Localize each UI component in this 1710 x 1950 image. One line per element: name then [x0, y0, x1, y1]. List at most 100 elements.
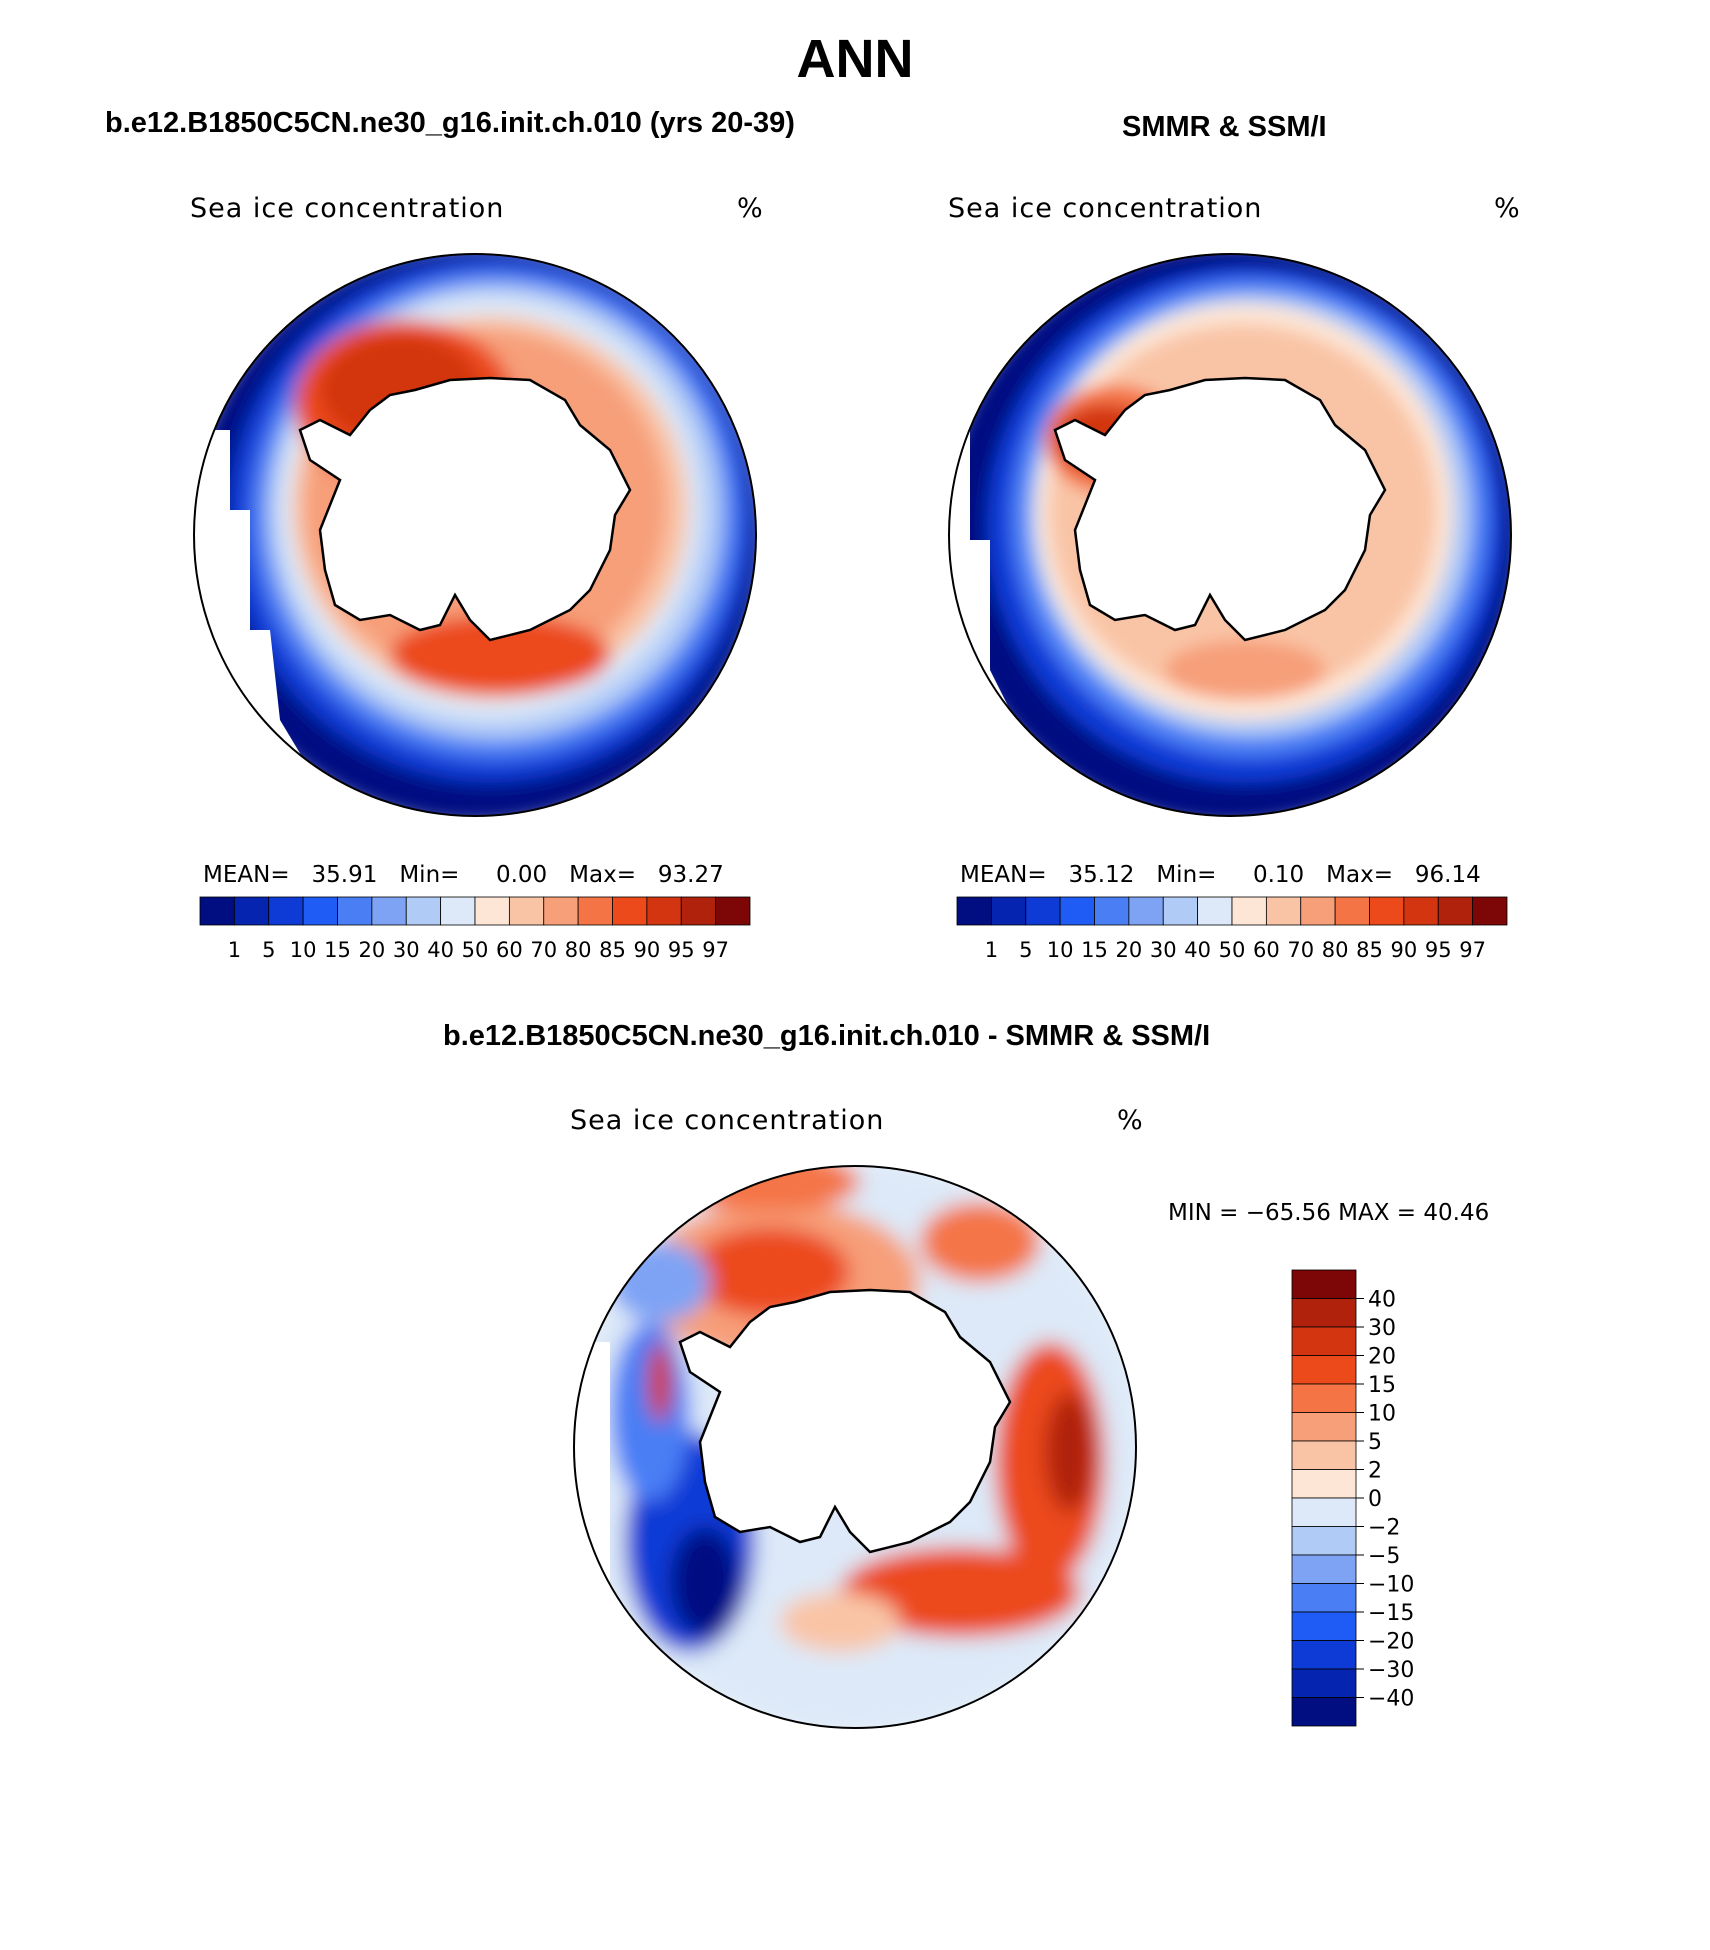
- colorbar-tick-label: 40: [1184, 938, 1211, 962]
- colorbar-swatch: [1291, 1668, 1357, 1698]
- colorbar-tick-label: 30: [393, 938, 420, 962]
- colorbar-tick-label: 70: [530, 938, 557, 962]
- colorbar-swatch: [715, 896, 751, 926]
- colorbar-swatch: [1291, 1269, 1357, 1299]
- diff-panel-title: b.e12.B1850C5CN.ne30_g16.init.ch.010 - S…: [443, 1020, 1211, 1052]
- colorbar-swatch: [1291, 1640, 1357, 1670]
- colorbar-swatch: [1059, 896, 1095, 926]
- colorbar-tick-label: 90: [634, 938, 661, 962]
- right-colorbar: 1 5 10 15 20 30 40 50 60 70 80 85 90 95 97: [956, 896, 1508, 962]
- colorbar-tick-label: −20: [1368, 1630, 1414, 1655]
- colorbar-swatch: [1291, 1412, 1357, 1442]
- colorbar-tick-label: 80: [565, 938, 592, 962]
- colorbar-tick-label: 0: [1368, 1487, 1382, 1512]
- colorbar-tick-label: 95: [668, 938, 695, 962]
- left-map: [193, 253, 757, 817]
- colorbar-tick-label: 20: [359, 938, 386, 962]
- colorbar-tick-label: 95: [1425, 938, 1452, 962]
- right-panel-title: SMMR & SSM/I: [1122, 111, 1327, 143]
- left-mean-value: 35.91: [311, 862, 378, 888]
- colorbar-tick-label: 85: [599, 938, 626, 962]
- colorbar-swatch: [302, 896, 338, 926]
- colorbar-swatch: [956, 896, 992, 926]
- left-max-value: 93.27: [657, 862, 724, 888]
- colorbar-swatch: [1162, 896, 1199, 926]
- left-min-value: 0.00: [495, 862, 548, 888]
- colorbar-swatch: [1094, 896, 1130, 926]
- colorbar-swatch: [1265, 896, 1302, 926]
- colorbar-swatch: [543, 896, 579, 926]
- right-max-label: Max=: [1326, 862, 1393, 888]
- colorbar-tick-label: 20: [1368, 1345, 1396, 1370]
- colorbar-swatch: [1369, 896, 1405, 926]
- left-mean-label: MEAN=: [203, 862, 290, 888]
- colorbar-tick-label: 60: [496, 938, 523, 962]
- colorbar-swatch: [1472, 896, 1508, 926]
- colorbar-swatch: [1197, 896, 1233, 926]
- colorbar-tick-label: 1: [228, 938, 241, 962]
- right-max-value: 96.14: [1414, 862, 1481, 888]
- colorbar-swatch: [1291, 1298, 1357, 1328]
- colorbar-swatch: [990, 896, 1027, 926]
- colorbar-tick-label: 2: [1368, 1459, 1382, 1484]
- colorbar-tick-label: 5: [1368, 1430, 1382, 1455]
- colorbar-swatch: [1291, 1697, 1357, 1727]
- colorbar-tick-label: 60: [1253, 938, 1280, 962]
- colorbar-swatch: [1291, 1526, 1357, 1556]
- colorbar-tick-label: 20: [1116, 938, 1143, 962]
- colorbar-swatch: [1291, 1611, 1357, 1641]
- colorbar-swatch: [268, 896, 304, 926]
- colorbar-swatch: [337, 896, 373, 926]
- left-colorbar: 1 5 10 15 20 30 40 50 60 70 80 85 90 95 97: [199, 896, 751, 962]
- colorbar-swatch: [1291, 1383, 1357, 1413]
- colorbar-swatch: [1231, 896, 1267, 926]
- colorbar-swatch: [1291, 1326, 1357, 1356]
- colorbar-swatch: [371, 896, 407, 926]
- colorbar-tick-label: 70: [1287, 938, 1314, 962]
- left-units-label: %: [737, 193, 764, 224]
- colorbar-swatch: [1437, 896, 1474, 926]
- colorbar-swatch: [1300, 896, 1336, 926]
- diff-minmax: MIN = −65.56 MAX = 40.46: [1168, 1200, 1490, 1226]
- colorbar-tick-label: 30: [1368, 1316, 1396, 1341]
- colorbar-swatch: [1291, 1554, 1357, 1584]
- colorbar-swatch: [646, 896, 682, 926]
- left-min-label: Min=: [399, 862, 460, 888]
- colorbar-tick-label: 5: [262, 938, 275, 962]
- colorbar-tick-label: 97: [702, 938, 729, 962]
- left-stats: MEAN= 35.91 Min= 0.00 Max= 93.27: [203, 862, 724, 888]
- colorbar-tick-label: 15: [1081, 938, 1108, 962]
- colorbar-tick-label: 15: [324, 938, 351, 962]
- colorbar-swatch: [1291, 1583, 1357, 1613]
- colorbar-swatch: [1025, 896, 1061, 926]
- colorbar-tick-label: 85: [1356, 938, 1383, 962]
- left-variable-label: Sea ice concentration: [190, 193, 505, 224]
- figure-title: ANN: [796, 29, 914, 89]
- colorbar-tick-label: −30: [1368, 1658, 1414, 1683]
- colorbar-swatch: [1334, 896, 1370, 926]
- colorbar-swatch: [405, 896, 442, 926]
- colorbar-tick-label: 5: [1019, 938, 1032, 962]
- colorbar-tick-label: −2: [1368, 1516, 1400, 1541]
- colorbar-tick-label: −15: [1368, 1601, 1414, 1626]
- right-mean-label: MEAN=: [960, 862, 1047, 888]
- colorbar-swatch: [1128, 896, 1164, 926]
- colorbar-tick-label: −5: [1368, 1544, 1400, 1569]
- right-units-label: %: [1494, 193, 1521, 224]
- colorbar-swatch: [680, 896, 717, 926]
- colorbar-tick-label: 40: [427, 938, 454, 962]
- right-min-label: Min=: [1156, 862, 1217, 888]
- colorbar-swatch: [474, 896, 510, 926]
- left-max-label: Max=: [569, 862, 636, 888]
- colorbar-tick-label: 50: [1219, 938, 1246, 962]
- colorbar-swatch: [577, 896, 613, 926]
- colorbar-tick-label: 10: [290, 938, 317, 962]
- colorbar-tick-label: 97: [1459, 938, 1486, 962]
- colorbar-tick-label: 30: [1150, 938, 1177, 962]
- colorbar-swatch: [1291, 1355, 1357, 1385]
- right-min-value: 0.10: [1252, 862, 1305, 888]
- colorbar-swatch: [1291, 1497, 1357, 1527]
- colorbar-tick-label: −10: [1368, 1573, 1414, 1598]
- colorbar-swatch: [1291, 1440, 1357, 1470]
